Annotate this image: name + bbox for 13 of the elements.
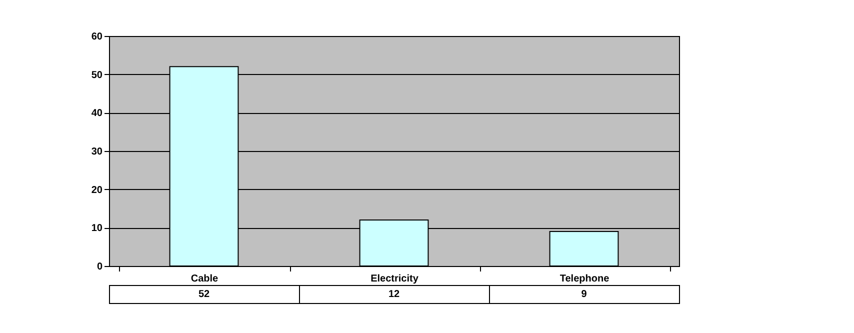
y-tick-label: 30 [91,146,103,158]
x-tick-label: Telephone [560,274,610,284]
data-label: 12 [388,289,400,300]
y-tick-label: 20 [91,184,103,196]
data-label: 52 [198,289,210,300]
y-tick-label: 40 [91,108,103,120]
y-tick-label: 50 [91,70,103,81]
x-tick-label: Electricity [370,274,419,284]
y-tick-label: 60 [91,32,103,42]
y-tick-label: 0 [96,262,103,272]
data-label: 9 [581,289,588,300]
y-tick-label: 10 [91,223,103,234]
x-tick-label: Cable [190,274,219,284]
